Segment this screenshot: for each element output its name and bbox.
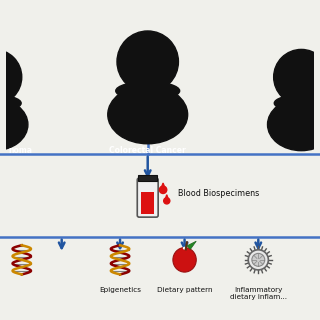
Ellipse shape (274, 95, 320, 111)
Ellipse shape (268, 99, 320, 151)
Circle shape (252, 253, 265, 266)
Circle shape (248, 250, 268, 270)
Text: Colorectal Cancer: Colorectal Cancer (109, 146, 186, 155)
Bar (139, 175, 157, 181)
Ellipse shape (173, 248, 196, 272)
Ellipse shape (183, 247, 186, 250)
Ellipse shape (116, 82, 180, 100)
Polygon shape (161, 183, 165, 189)
Text: Blood Biospecimens: Blood Biospecimens (179, 189, 260, 198)
Polygon shape (165, 195, 169, 200)
Polygon shape (187, 241, 196, 249)
Ellipse shape (181, 248, 188, 252)
FancyBboxPatch shape (137, 178, 158, 217)
Circle shape (0, 49, 22, 105)
Text: Dietary pattern: Dietary pattern (157, 287, 212, 293)
Circle shape (159, 186, 167, 194)
Circle shape (274, 49, 320, 105)
Text: Epigenetics: Epigenetics (99, 287, 141, 293)
Bar (141, 192, 155, 214)
Ellipse shape (0, 99, 28, 151)
Circle shape (164, 198, 170, 204)
Circle shape (117, 31, 179, 92)
Ellipse shape (108, 85, 188, 144)
Text: Inflammatory
dietary inflam...: Inflammatory dietary inflam... (230, 287, 287, 300)
Text: noma: noma (8, 146, 32, 155)
Ellipse shape (0, 95, 21, 111)
